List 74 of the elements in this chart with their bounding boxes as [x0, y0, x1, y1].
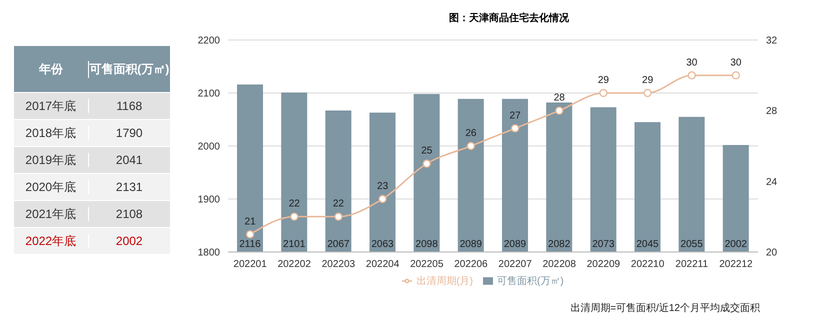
y2-tick-label: 28: [766, 106, 778, 118]
data-label: 30: [686, 57, 698, 68]
data-label: 2116: [239, 239, 262, 250]
y-tick-label: 2022年底: [24, 232, 78, 250]
data-label: 1168: [88, 99, 170, 113]
x-tick-label: 202208: [542, 259, 576, 270]
y2-tick-label: 32: [766, 36, 778, 47]
x-tick-label: 202210: [630, 259, 665, 270]
y-tick-label: 2017年底: [24, 98, 78, 114]
x-tick-label: 202206: [454, 259, 488, 270]
data-label: 25: [421, 146, 433, 157]
data-label: 2041: [88, 153, 170, 167]
data-label: 2002: [724, 239, 748, 250]
data-label: 2131: [88, 180, 170, 194]
data-label: 2089: [460, 239, 482, 250]
data-label: 2002: [88, 234, 170, 248]
data-label: 2082: [548, 239, 571, 250]
point: [555, 106, 564, 115]
point: [599, 88, 608, 98]
data-label: 2108: [88, 207, 170, 221]
x-tick-label: 202204: [366, 259, 400, 270]
point: [732, 71, 740, 80]
data-label: 2067: [327, 239, 350, 250]
data-label: 2055: [680, 239, 704, 250]
data-label: 2089: [504, 239, 527, 250]
data-label: 29: [642, 75, 654, 86]
legend-label: 可售面积(万㎡): [497, 276, 564, 287]
x-tick-label: 202212: [719, 259, 754, 270]
data-label: 22: [332, 198, 344, 210]
y-tick-label: 2021年底: [24, 206, 78, 222]
point: [246, 230, 254, 238]
y-tick-label: 2000: [198, 142, 220, 153]
x-tick-label: 202207: [498, 259, 532, 270]
y-tick-label: 2018年底: [24, 124, 78, 142]
data-label: 28: [554, 92, 566, 104]
text: 出清周期=可售面积/近12个月平均成交面积: [570, 302, 760, 315]
y-tick-label: 2020年底: [24, 178, 78, 196]
x-tick-label: 202203: [322, 259, 356, 270]
data-label: 21: [244, 216, 256, 228]
point: [334, 212, 343, 221]
y-axis-title: 年份: [38, 60, 64, 78]
y-tick-label: 1900: [198, 194, 220, 206]
data-label: 30: [730, 57, 742, 68]
point: [510, 124, 520, 132]
y2-tick-label: 24: [766, 176, 778, 188]
data-label: 2098: [416, 239, 438, 250]
y-tick-label: 2200: [198, 36, 220, 47]
point: [422, 160, 431, 168]
data-label: 2045: [636, 239, 660, 250]
y-tick-label: 2019年底: [24, 152, 78, 168]
point: [688, 71, 696, 80]
x-tick-label: 202201: [233, 259, 268, 270]
point: [290, 212, 298, 221]
x-tick-label: 202211: [675, 259, 708, 270]
x-tick-label: 202205: [410, 259, 444, 270]
y-tick-label: 1800: [198, 248, 220, 259]
point: [378, 194, 387, 204]
legend-label: 出清周期(月): [416, 276, 473, 287]
data-label: 22: [288, 198, 300, 210]
x-tick-label: 202209: [586, 259, 621, 270]
point: [643, 88, 652, 98]
data-label: 23: [377, 181, 389, 192]
data-label: 2073: [592, 239, 615, 250]
data-label: 29: [598, 75, 610, 86]
point: [466, 142, 476, 150]
data-label: 2101: [283, 239, 306, 250]
y-tick-label: 2100: [198, 88, 220, 100]
chart-title: 图：天津商品住宅去化情况: [448, 11, 570, 26]
data-label: 26: [465, 128, 477, 139]
data-label: 1790: [88, 126, 170, 140]
data-label: 2063: [371, 239, 394, 250]
x-tick-label: 202202: [278, 259, 312, 270]
data-label: 27: [510, 110, 522, 122]
y2-tick-label: 20: [766, 248, 778, 259]
